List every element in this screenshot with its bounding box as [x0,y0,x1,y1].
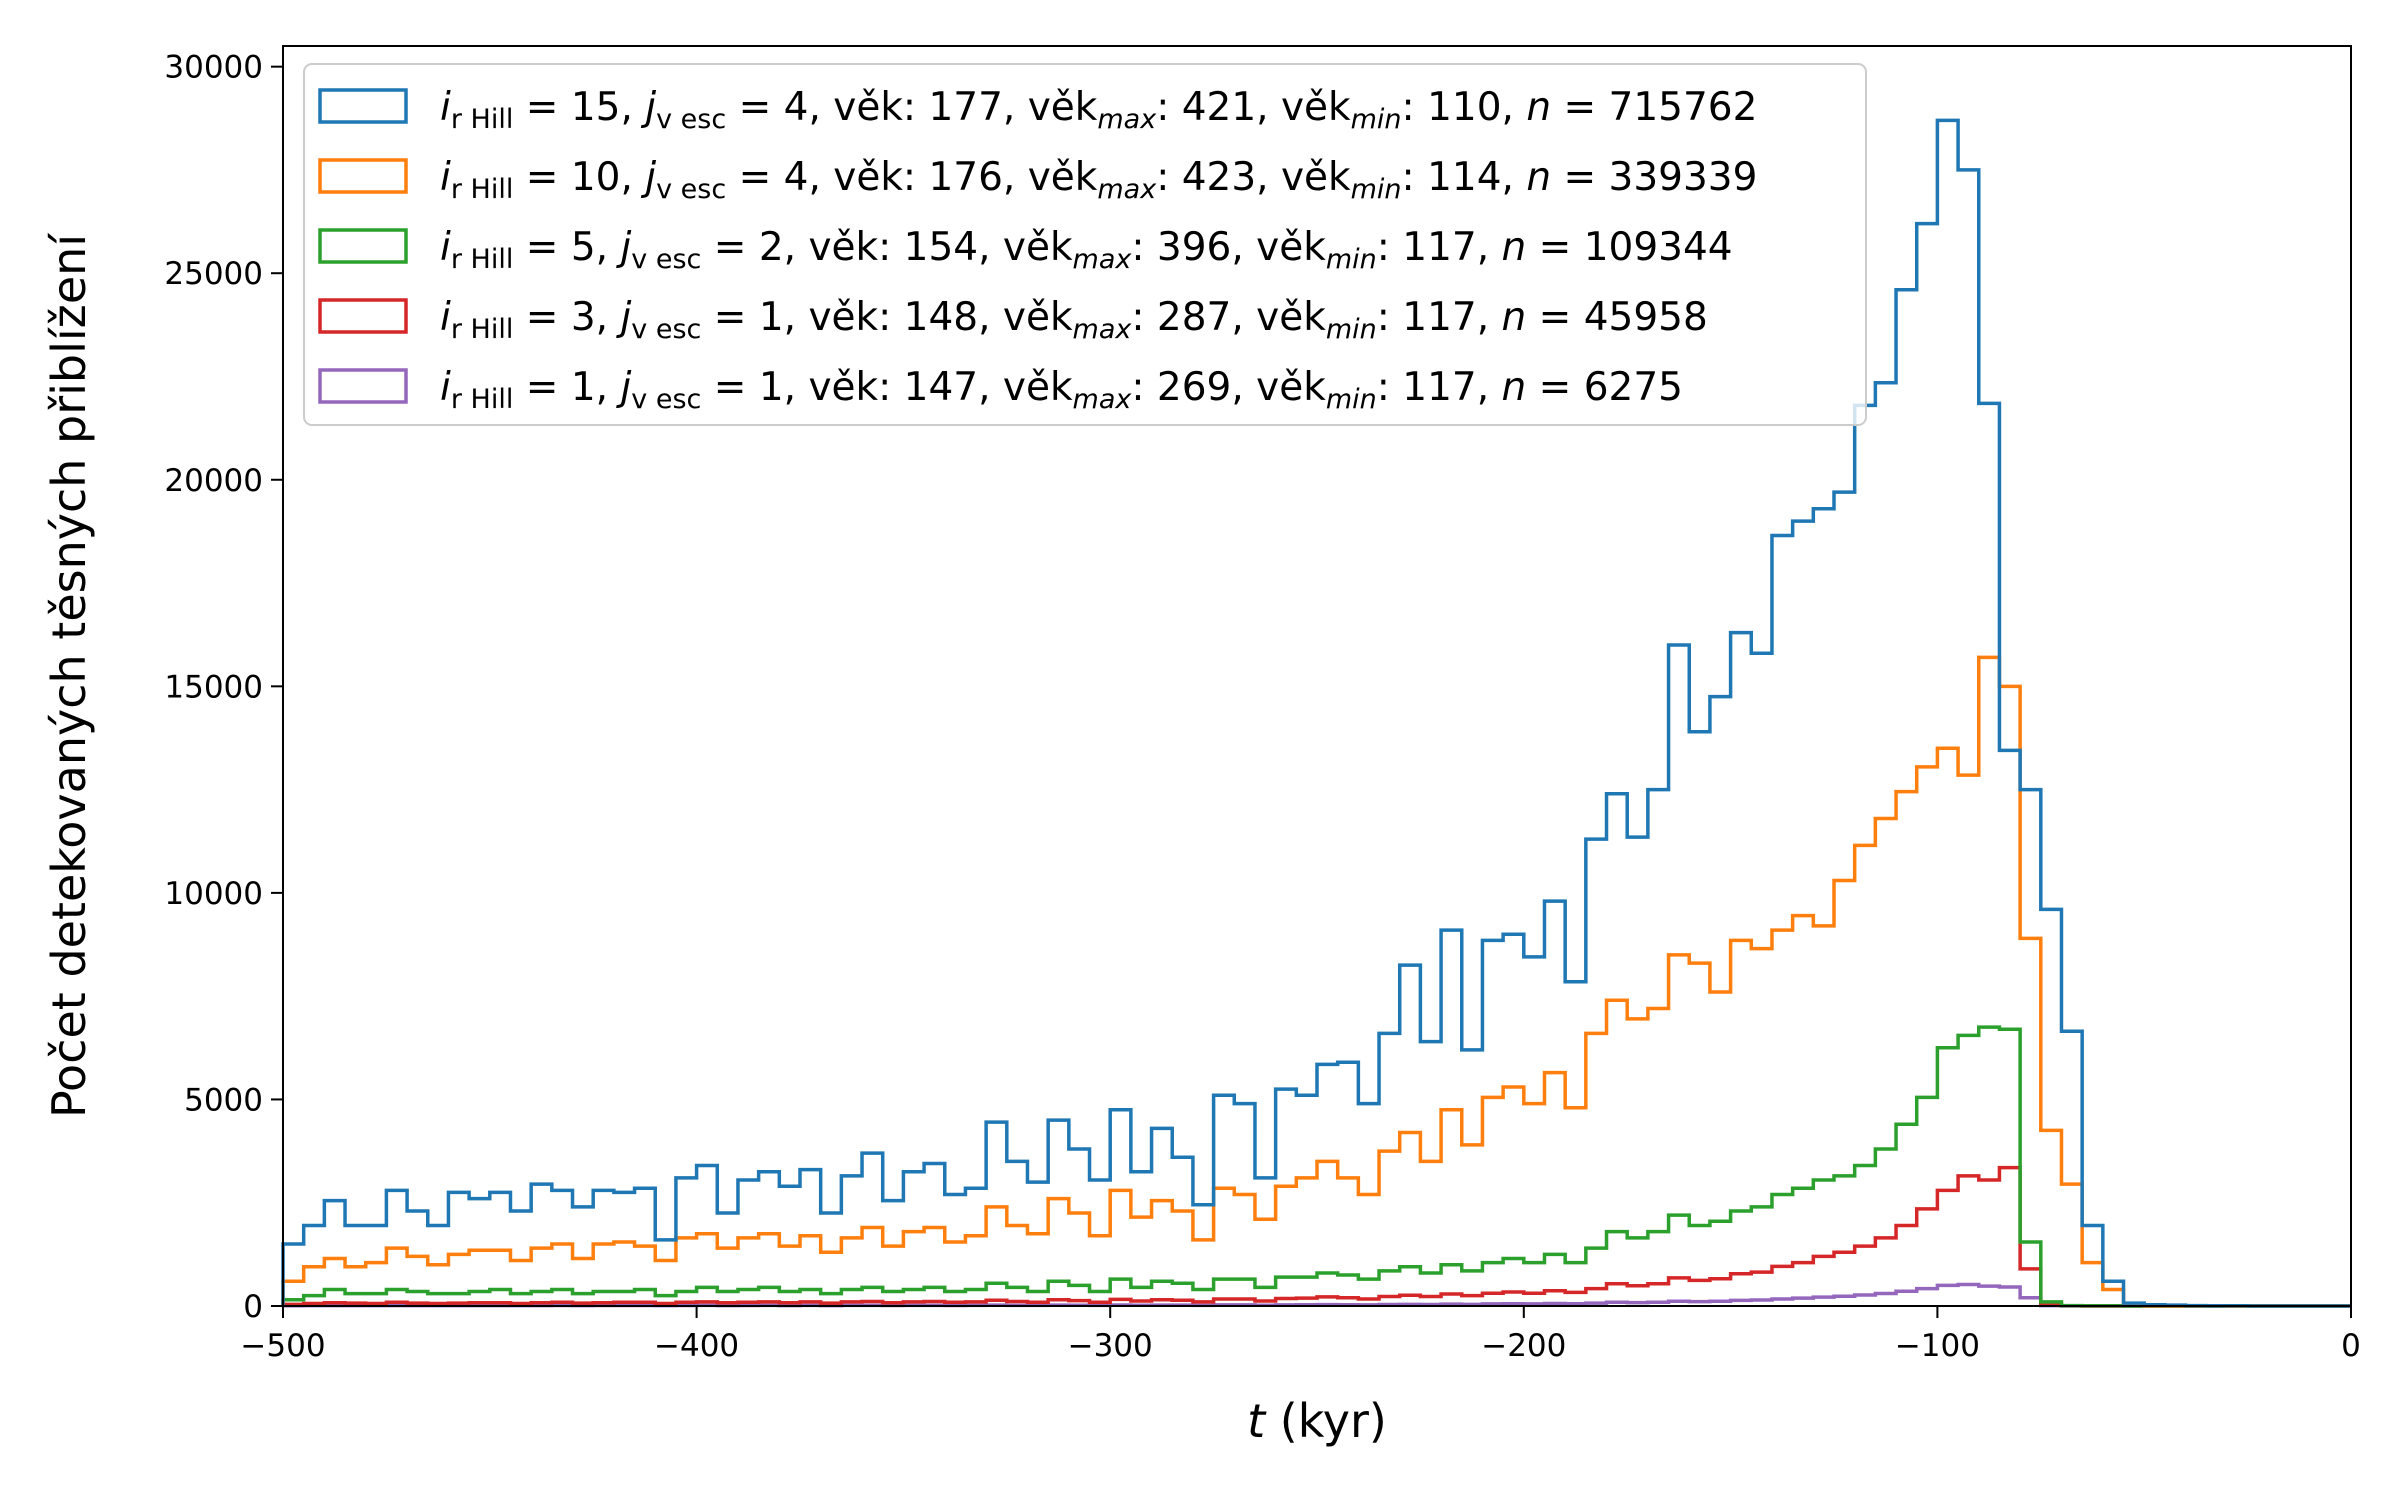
legend-label: ir Hill = 5, jv esc = 2, věk: 154, věkma… [440,225,1733,275]
legend: ir Hill = 15, jv esc = 4, věk: 177, věkm… [303,63,1867,426]
x-axis-label: t (kyr) [1247,1394,1387,1448]
y-tick-label: 25000 [164,256,263,292]
x-tick-label: −300 [1068,1328,1153,1364]
histogram-series-3 [281,1025,2351,1308]
x-tick-label: −200 [1481,1328,1566,1364]
y-tick-label: 10000 [164,876,263,912]
legend-label: ir Hill = 1, jv esc = 1, věk: 147, věkma… [440,365,1683,415]
legend-label: ir Hill = 3, jv esc = 1, věk: 148, věkma… [440,295,1708,345]
legend-swatch [318,88,408,124]
y-tick-label: 15000 [164,669,263,705]
y-axis-label: Počet detekovaných těsných přiblížení [42,233,96,1118]
x-axis: −500 −400 −300 −200 −100 0 [240,1306,2361,1364]
histogram-series-2 [281,655,2351,1308]
legend-swatch [318,368,408,404]
legend-swatch [318,228,408,264]
histogram-series-1 [281,118,2351,1308]
legend-swatch [318,158,408,194]
legend-label: ir Hill = 10, jv esc = 4, věk: 176, věkm… [440,155,1757,205]
y-tick-label: 5000 [184,1082,263,1118]
legend-label: ir Hill = 15, jv esc = 4, věk: 177, věkm… [440,85,1757,135]
y-tick-label: 20000 [164,463,263,499]
legend-swatch [318,298,408,334]
axes-frame [282,45,2352,1307]
histogram-series-4 [281,1165,2351,1308]
x-tick-label: −500 [240,1328,325,1364]
x-tick-label: −400 [654,1328,739,1364]
legend-frame [303,63,1867,426]
x-tick-label: −100 [1895,1328,1980,1364]
y-tick-label: 0 [243,1289,263,1325]
x-tick-label: 0 [2341,1328,2361,1364]
plot-area [281,118,2351,1308]
y-tick-label: 30000 [164,50,263,86]
y-axis: 0 5000 10000 15000 20000 25000 30000 [164,50,283,1325]
